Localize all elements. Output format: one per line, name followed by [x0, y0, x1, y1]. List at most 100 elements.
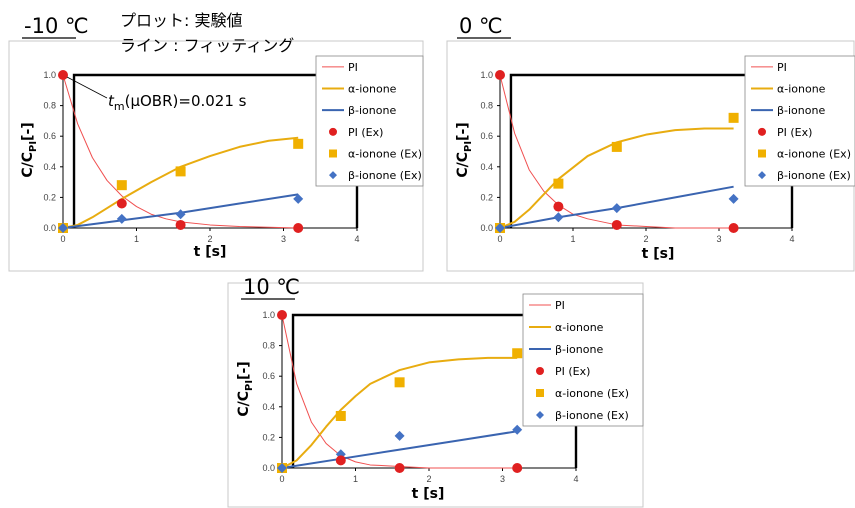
legend-swatch	[758, 149, 766, 158]
x-tick-label: 0	[60, 234, 65, 244]
alpha-point	[335, 410, 346, 421]
legend-swatch	[329, 149, 337, 158]
note-plot: プロット: 実験値	[120, 11, 242, 30]
pi-point	[335, 455, 346, 466]
beta-point	[116, 213, 127, 224]
legend-swatch	[329, 171, 337, 180]
legend-item-alpha-ex: α-ionone (Ex)	[555, 387, 629, 400]
alpha-point	[394, 377, 405, 388]
beta-point	[495, 223, 505, 233]
alpha-point	[116, 180, 127, 191]
beta-point	[553, 212, 564, 223]
chart-title: 10 ℃	[243, 275, 300, 299]
tm-annotation: tm(μOBR)=0.021 s	[108, 92, 247, 113]
legend-item-pi-fit: PI	[777, 61, 787, 74]
y-tick-label: 0.0	[43, 223, 56, 233]
alpha-point	[728, 112, 739, 123]
alpha-fit-line	[281, 356, 518, 469]
chart-panel-10: 10 ℃ 0.0 0.2 0.4 0.6 0.8 1.0 0 1 2 3 4 C/CPI[-] t [s]…	[236, 275, 644, 502]
pi-point	[728, 223, 739, 233]
x-tick-label: 0	[497, 234, 502, 244]
alpha-point	[175, 166, 186, 177]
legend-box	[522, 293, 644, 427]
y-tick-label: 0.8	[262, 341, 275, 351]
legend-item-beta-ex: β-ionone (Ex)	[555, 409, 629, 422]
y-tick-label: 0.6	[43, 131, 56, 141]
legend-swatch	[536, 389, 544, 397]
y-tick-label: 0.8	[43, 101, 56, 111]
legend-swatch	[329, 127, 337, 136]
x-tick-label: 1	[570, 234, 575, 244]
beta-point	[58, 223, 68, 233]
alpha-fit-line	[499, 127, 734, 229]
x-tick-label: 0	[279, 474, 284, 484]
legend-swatch	[758, 171, 766, 180]
x-tick-label: 2	[426, 474, 431, 484]
legend-item-pi-fit: PI	[348, 61, 358, 74]
x-axis-label: t [s]	[642, 246, 675, 262]
beta-fit-line	[281, 430, 518, 469]
pi-point	[394, 463, 405, 473]
chart-title: -10 ℃	[24, 14, 89, 38]
y-tick-label: 0.2	[262, 432, 275, 442]
y-axis-label: C/CPI[-]	[455, 122, 474, 177]
y-tick-label: 1.0	[43, 70, 56, 80]
legend-item-alpha-ex: α-ionone (Ex)	[348, 148, 422, 161]
pi-point	[175, 219, 186, 230]
beta-point	[512, 424, 523, 435]
pi-point	[495, 70, 505, 80]
y-tick-label: 0.8	[480, 101, 493, 111]
x-axis-label: t [s]	[194, 244, 227, 260]
x-axis-label: t [s]	[412, 486, 445, 502]
legend-item-beta-fit: β-ionone	[348, 104, 396, 117]
y-tick-label: 0.4	[480, 162, 493, 172]
pi-point	[611, 219, 622, 230]
beta-point	[728, 193, 739, 204]
pi-point	[553, 201, 564, 212]
x-tick-label: 3	[281, 234, 286, 244]
legend-swatch	[536, 411, 544, 419]
pi-point	[116, 198, 127, 209]
legend-swatch	[536, 367, 544, 375]
beta-point	[611, 203, 622, 214]
y-tick-label: 0.2	[43, 192, 56, 202]
y-axis-label: C/CPI[-]	[236, 361, 255, 416]
legend-item-beta-ex: β-ionone (Ex)	[348, 169, 422, 182]
y-tick-label: 0.0	[480, 223, 493, 233]
x-tick-label: 4	[354, 234, 359, 244]
y-tick-label: 0.0	[262, 463, 275, 473]
pi-point	[512, 463, 523, 473]
x-tick-label: 3	[716, 234, 721, 244]
y-axis-label: C/CPI[-]	[20, 122, 39, 177]
pi-fit-line	[281, 314, 518, 469]
pi-fit-line	[62, 74, 299, 229]
x-tick-label: 4	[573, 474, 578, 484]
x-tick-label: 1	[134, 234, 139, 244]
x-tick-label: 1	[353, 474, 358, 484]
legend-item-pi-fit: PI	[555, 299, 565, 312]
alpha-point	[553, 178, 564, 189]
legend-item-beta-fit: β-ionone	[555, 343, 603, 356]
alpha-point	[293, 138, 304, 149]
legend-item-pi-ex: PI (Ex)	[555, 365, 590, 378]
x-tick-label: 3	[500, 474, 505, 484]
beta-point	[293, 193, 304, 204]
pi-point	[58, 70, 68, 80]
legend-item-beta-fit: β-ionone	[777, 104, 825, 117]
beta-point	[394, 430, 405, 441]
legend-item-pi-ex: PI (Ex)	[777, 126, 812, 139]
legend-item-pi-ex: PI (Ex)	[348, 126, 383, 139]
y-tick-label: 0.4	[43, 162, 56, 172]
legend-item-alpha-ex: α-ionone (Ex)	[777, 148, 851, 161]
x-tick-label: 4	[789, 234, 794, 244]
y-tick-label: 1.0	[480, 70, 493, 80]
legend-swatch	[758, 127, 766, 136]
y-tick-label: 0.2	[480, 192, 493, 202]
y-tick-label: 0.6	[480, 131, 493, 141]
annotation-leader	[66, 76, 108, 99]
legend-item-alpha-fit: α-ionone	[555, 321, 604, 334]
y-tick-label: 0.6	[262, 371, 275, 381]
x-tick-label: 2	[207, 234, 212, 244]
legend-box	[315, 55, 424, 187]
